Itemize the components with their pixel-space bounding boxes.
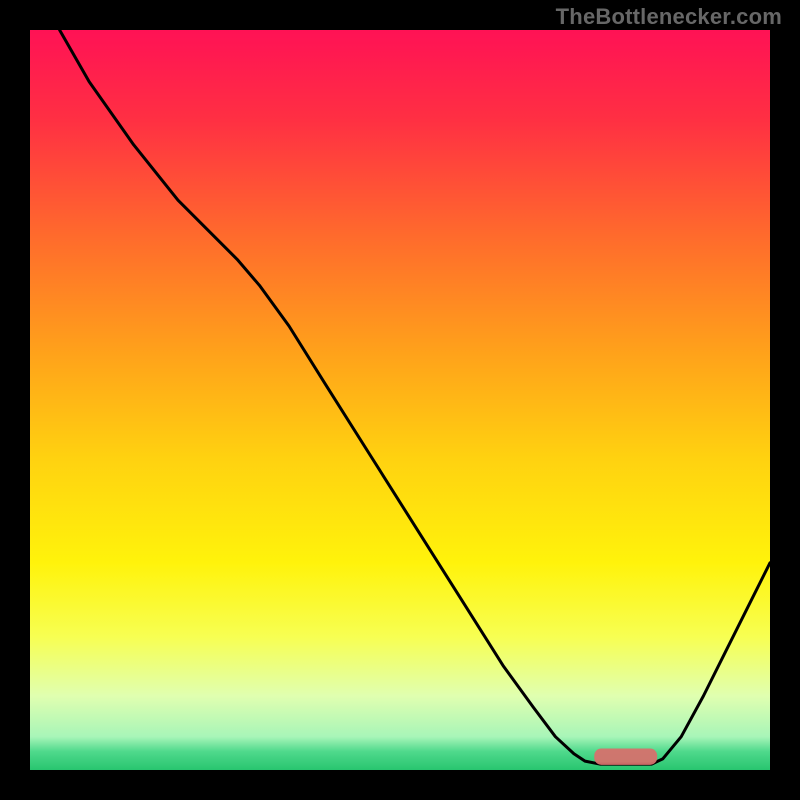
watermark-text: TheBottlenecker.com [556, 4, 782, 30]
chart-container: TheBottlenecker.com [0, 0, 800, 800]
chart-background [30, 30, 770, 770]
optimal-range-marker [594, 749, 657, 765]
bottleneck-chart [0, 0, 800, 800]
